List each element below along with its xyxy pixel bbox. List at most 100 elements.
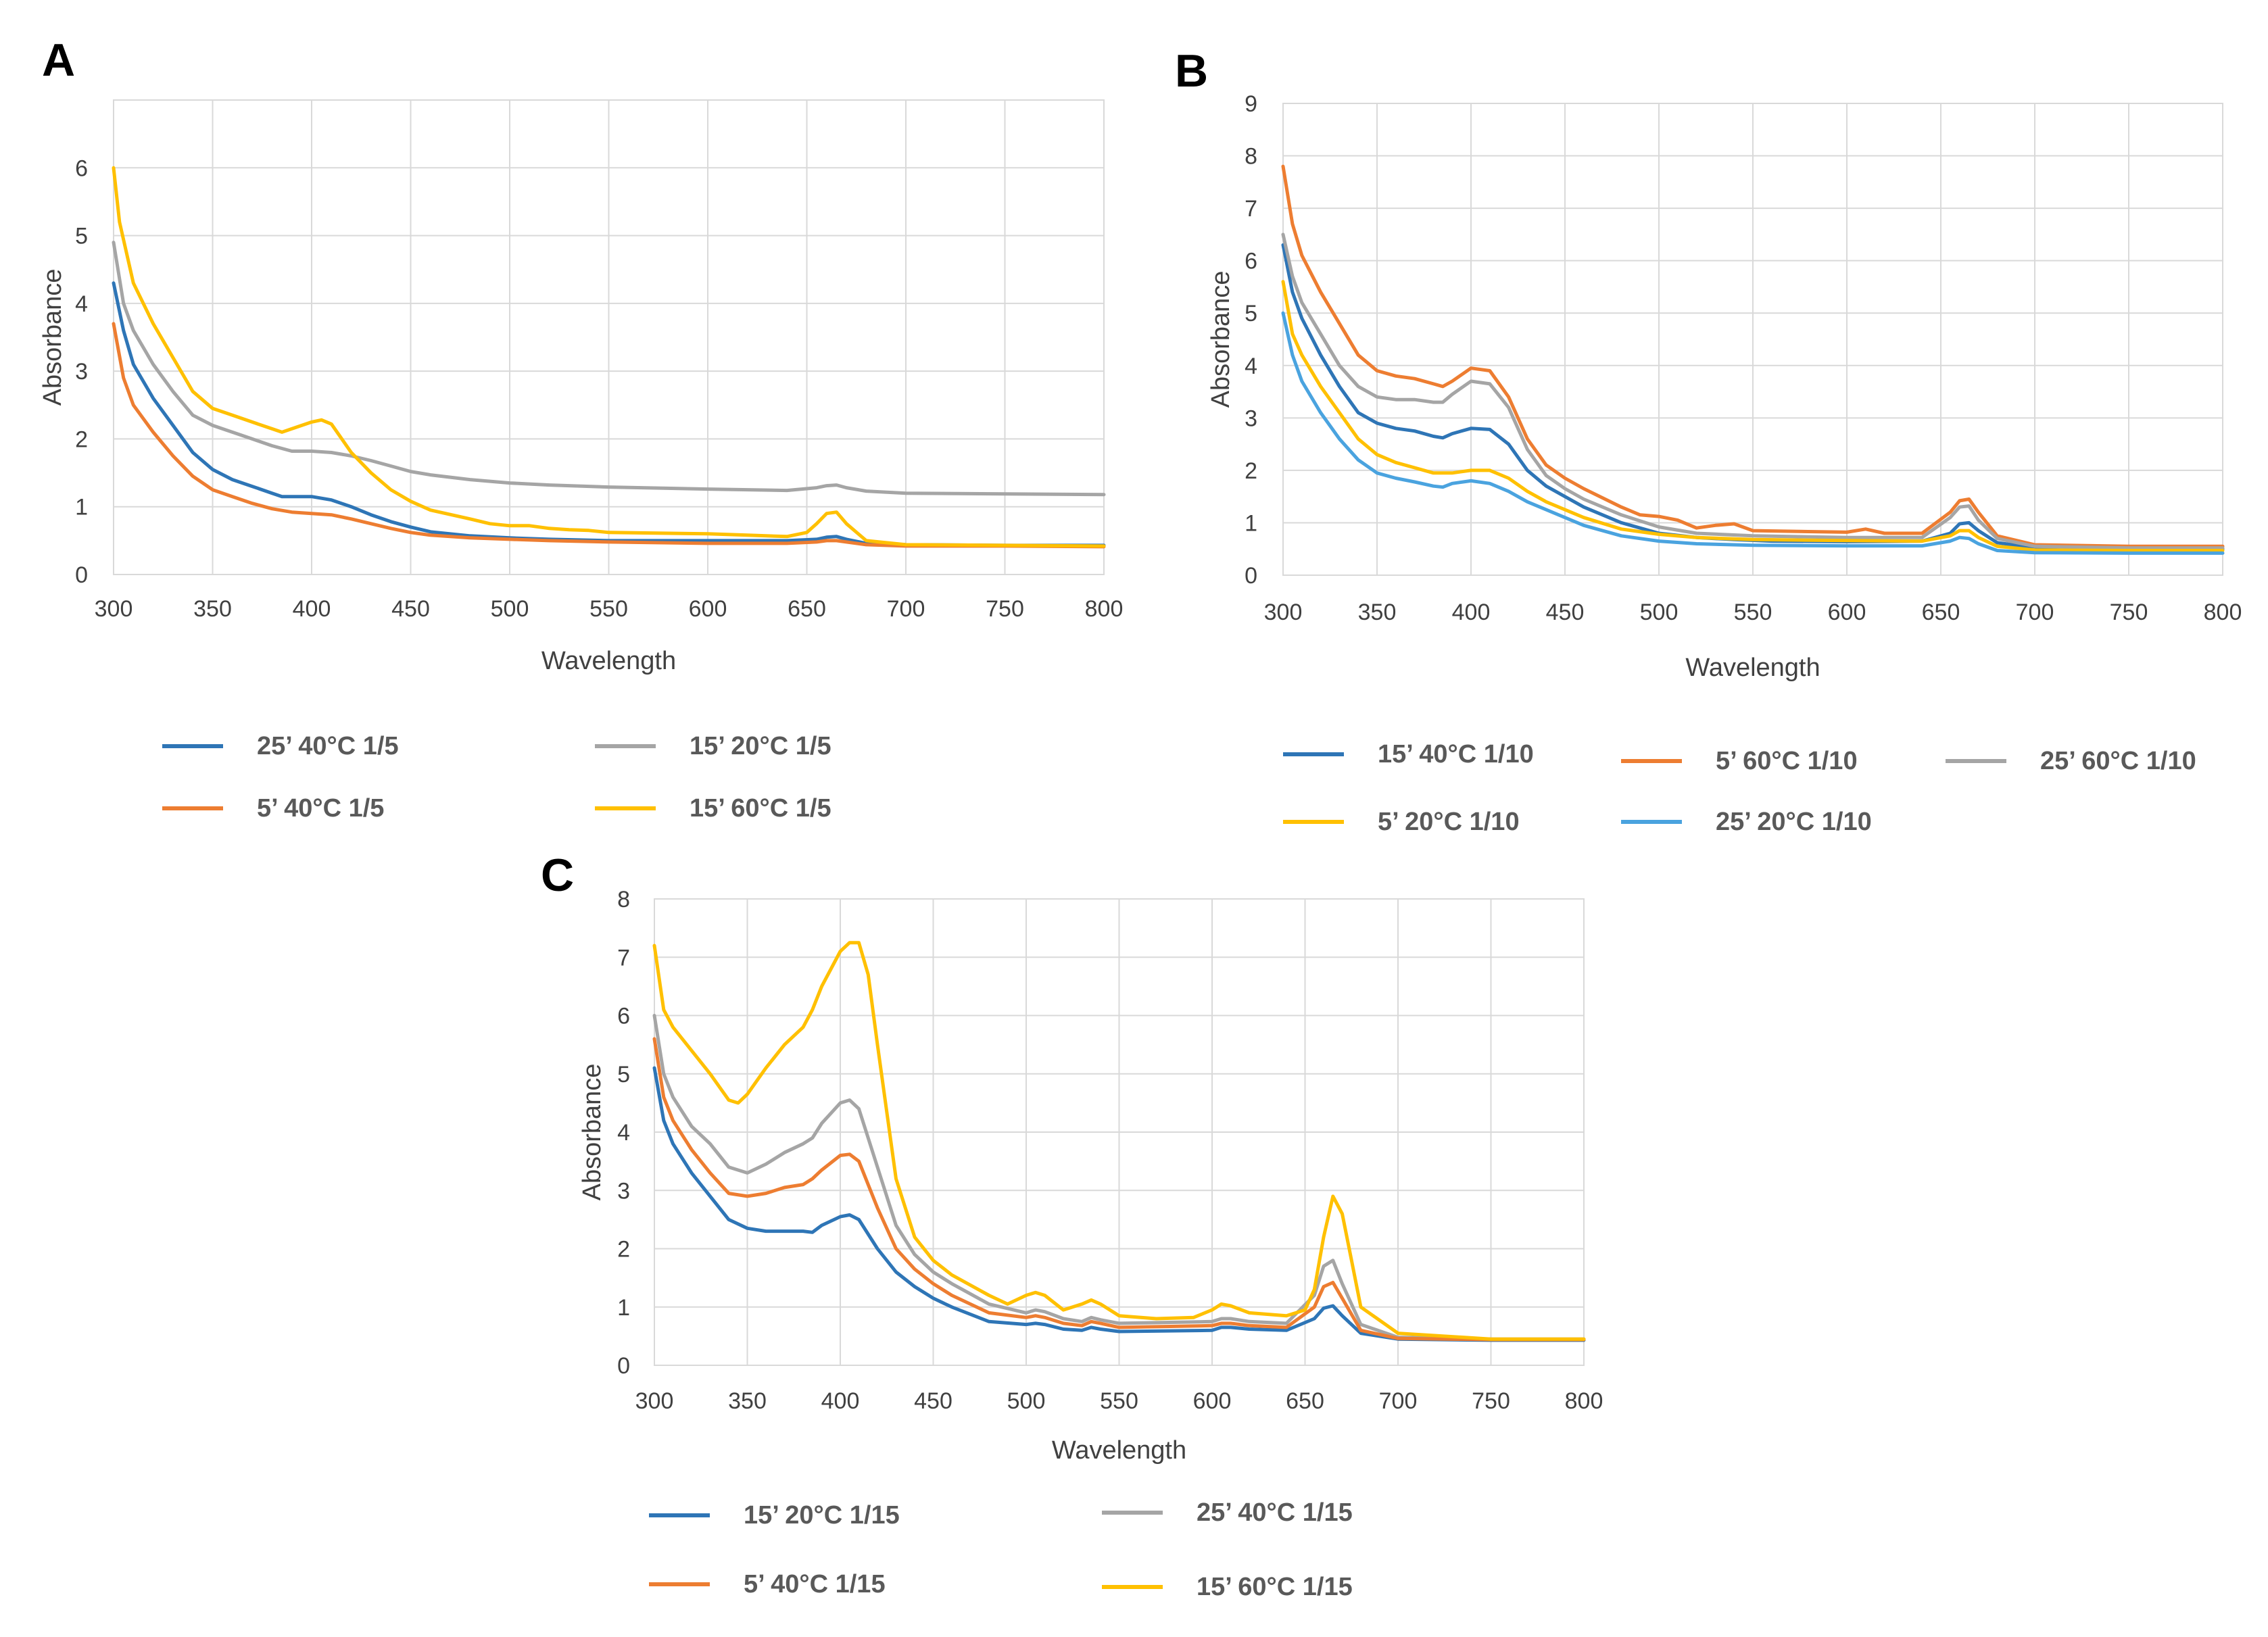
legend-entry: 5’ 40°C 1/15 — [649, 1570, 886, 1598]
legend-entry: 5’ 60°C 1/10 — [1621, 747, 1858, 775]
x-tick-label: 650 — [1286, 1388, 1324, 1414]
series-line-1 — [112, 281, 1106, 547]
y-tick-label: 1 — [617, 1295, 630, 1321]
x-tick-label: 700 — [1379, 1388, 1418, 1414]
x-axis-title: Wavelength — [1052, 1436, 1186, 1465]
y-tick-label: 9 — [1245, 91, 1257, 117]
x-tick-label: 650 — [1922, 600, 1960, 625]
y-tick-label: 3 — [75, 359, 88, 385]
x-tick-label: 450 — [391, 596, 430, 622]
legend-entry: 15’ 60°C 1/15 — [1102, 1573, 1353, 1601]
legend-entry: 15’ 20°C 1/15 — [649, 1501, 900, 1530]
y-tick-label: 6 — [75, 155, 88, 181]
legend-label: 25’ 40°C 1/15 — [1197, 1498, 1353, 1527]
series-line-3 — [652, 1037, 1586, 1342]
x-tick-label: 700 — [887, 596, 925, 622]
chart-panel-a: 300 350 400 450 500 550 600 650 700 750 800 0 1 2 3 4 5 6… — [39, 99, 1124, 823]
legend-label: 15’ 60°C 1/15 — [1197, 1573, 1353, 1601]
y-tick-label: 2 — [1245, 458, 1257, 484]
legend-entry: 25’ 20°C 1/10 — [1621, 808, 1872, 836]
legend-entry: 25’ 40°C 1/5 — [162, 732, 399, 760]
legend-label: 15’ 20°C 1/15 — [744, 1501, 900, 1530]
legend-entry: 5’ 40°C 1/5 — [162, 794, 384, 823]
legend-label: 15’ 60°C 1/5 — [690, 794, 831, 823]
series-line-1 — [1281, 243, 2225, 551]
x-tick-label: 600 — [1193, 1388, 1232, 1414]
y-tick-label: 5 — [1245, 301, 1257, 326]
x-axis-title: Wavelength — [1685, 654, 1820, 682]
x-tick-label: 400 — [293, 596, 331, 622]
legend-label: 5’ 60°C 1/10 — [1716, 747, 1858, 775]
series-line-2 — [652, 1014, 1586, 1341]
x-tick-label: 550 — [1100, 1388, 1138, 1414]
y-tick-label: 3 — [617, 1178, 630, 1204]
y-tick-label: 1 — [1245, 510, 1257, 536]
panel-letter-b: B — [1175, 45, 1208, 97]
legend-label: 15’ 40°C 1/10 — [1378, 740, 1534, 768]
x-tick-label: 400 — [1452, 600, 1491, 625]
series-line-1 — [652, 1066, 1586, 1342]
y-tick-label: 0 — [1245, 563, 1257, 589]
series-line-3 — [1281, 233, 2225, 550]
y-tick-label: 4 — [75, 291, 88, 317]
x-tick-label: 600 — [1828, 600, 1866, 625]
x-tick-label: 500 — [1007, 1388, 1046, 1414]
series-line-4 — [652, 941, 1586, 1341]
legend-label: 5’ 20°C 1/10 — [1378, 808, 1520, 836]
y-tick-label: 4 — [617, 1120, 630, 1146]
x-tick-label: 800 — [2204, 600, 2242, 625]
x-tick-label: 800 — [1085, 596, 1124, 622]
y-tick-label: 8 — [1245, 144, 1257, 170]
y-tick-label: 0 — [617, 1353, 630, 1379]
series-line-4 — [1281, 280, 2225, 552]
x-tick-label: 800 — [1565, 1388, 1603, 1414]
x-tick-label: 600 — [689, 596, 727, 622]
y-tick-label: 7 — [1245, 196, 1257, 222]
x-axis-title: Wavelength — [541, 647, 676, 675]
x-tick-label: 350 — [193, 596, 232, 622]
panel-letter-c: C — [541, 850, 574, 901]
legend-entry: 5’ 20°C 1/10 — [1283, 808, 1520, 836]
y-axis-title: Absorbance — [39, 269, 67, 406]
x-tick-label: 350 — [728, 1388, 767, 1414]
x-tick-label: 750 — [1472, 1388, 1510, 1414]
legend-entry: 15’ 40°C 1/10 — [1283, 740, 1534, 768]
legend-label: 5’ 40°C 1/5 — [257, 794, 384, 823]
y-tick-label: 5 — [617, 1062, 630, 1088]
y-tick-label: 0 — [75, 562, 88, 588]
x-tick-label: 500 — [1640, 600, 1679, 625]
legend-entry: 15’ 60°C 1/5 — [595, 794, 831, 823]
y-tick-label: 2 — [75, 426, 88, 452]
series-line-4 — [112, 166, 1106, 548]
y-axis-title: Absorbance — [578, 1064, 606, 1201]
y-tick-label: 6 — [617, 1004, 630, 1029]
x-tick-label: 300 — [635, 1388, 674, 1414]
x-tick-label: 550 — [1734, 600, 1772, 625]
x-tick-label: 300 — [95, 596, 133, 622]
series-line-2 — [1281, 164, 2225, 548]
x-tick-label: 350 — [1358, 600, 1397, 625]
series-line-2 — [112, 241, 1106, 497]
series-line-5 — [1281, 311, 2225, 555]
y-axis-title: Absorbance — [1207, 271, 1235, 408]
x-tick-label: 750 — [2110, 600, 2148, 625]
y-tick-label: 3 — [1245, 406, 1257, 431]
series-line-3 — [112, 322, 1106, 549]
legend-label: 25’ 40°C 1/5 — [257, 732, 399, 760]
x-tick-label: 450 — [1546, 600, 1585, 625]
legend-entry: 15’ 20°C 1/5 — [595, 732, 831, 760]
x-tick-label: 400 — [821, 1388, 860, 1414]
legend-label: 25’ 20°C 1/10 — [1716, 808, 1872, 836]
legend-entry: 25’ 40°C 1/15 — [1102, 1498, 1353, 1527]
panel-letter-a: A — [42, 34, 75, 86]
y-tick-label: 1 — [75, 495, 88, 520]
legend-entry: 25’ 60°C 1/10 — [1946, 747, 2196, 775]
x-tick-label: 750 — [986, 596, 1024, 622]
legend-label: 15’ 20°C 1/5 — [690, 732, 831, 760]
y-tick-label: 8 — [617, 887, 630, 912]
y-tick-label: 6 — [1245, 249, 1257, 274]
y-tick-label: 5 — [75, 224, 88, 249]
chart-panel-c: 300 350 400 450 500 550 600 650 700 750 800 0 1 2 3 4 5 6… — [578, 887, 1603, 1601]
x-tick-label: 450 — [914, 1388, 952, 1414]
x-tick-label: 650 — [788, 596, 826, 622]
